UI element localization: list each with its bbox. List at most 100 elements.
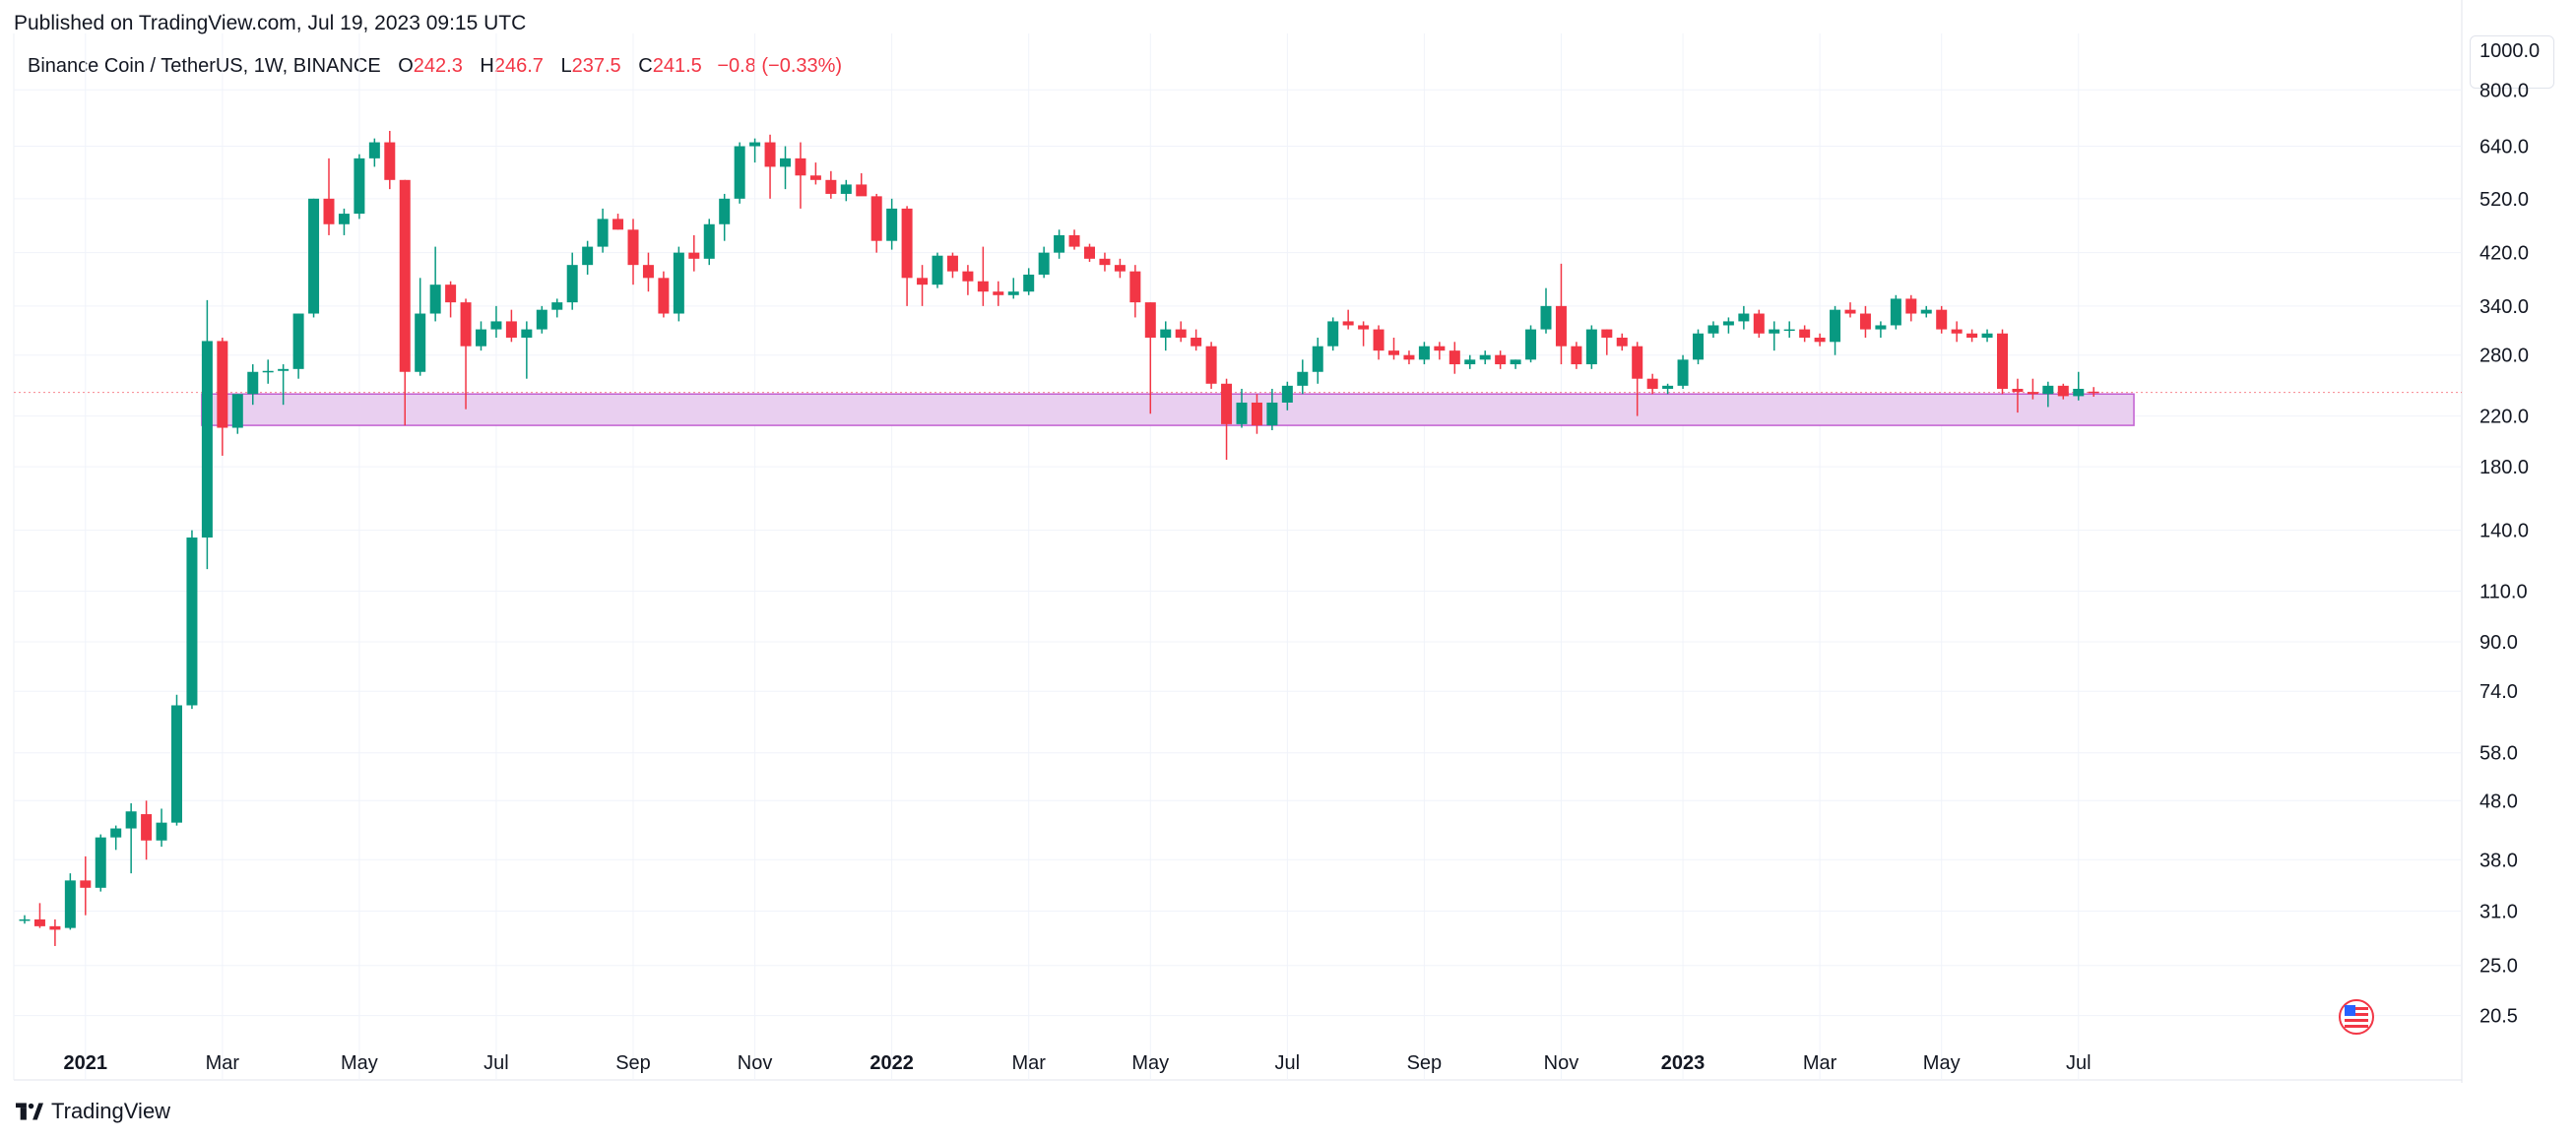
candle-body — [1388, 350, 1399, 355]
candle-body — [2057, 385, 2069, 397]
candle-body — [19, 918, 31, 921]
candle — [1844, 302, 1856, 318]
candle — [521, 321, 533, 379]
price-tick-label: 58.0 — [2479, 743, 2518, 765]
high-label: H — [480, 55, 494, 77]
candle — [1464, 354, 1476, 369]
candle — [2088, 387, 2099, 397]
candle-body — [1632, 346, 1643, 379]
candle — [141, 800, 153, 860]
candle-body — [977, 281, 989, 292]
candle — [1418, 342, 1430, 365]
candle — [1191, 329, 1202, 351]
candle — [703, 219, 715, 266]
candle-body — [1084, 246, 1095, 259]
candle-body — [764, 142, 776, 167]
candle-body — [384, 142, 396, 180]
time-tick-label: May — [1923, 1052, 1961, 1074]
candle — [642, 252, 654, 292]
candle — [2042, 381, 2054, 408]
candle-body — [1160, 329, 1172, 338]
symbol-legend: Binance Coin / TetherUS, 1W, BINANCE O24… — [28, 55, 842, 78]
candle — [1601, 329, 1613, 355]
candle-body — [2012, 388, 2024, 393]
candle — [1632, 342, 1643, 416]
candle-body — [2088, 391, 2099, 394]
symbol-name[interactable]: Binance Coin / TetherUS, 1W, BINANCE — [28, 55, 381, 77]
candle — [840, 179, 852, 202]
candle-body — [1312, 346, 1323, 372]
candle-body — [1129, 271, 1141, 303]
candle-body — [95, 837, 106, 888]
candle — [95, 834, 106, 892]
candle-body — [429, 285, 441, 314]
price-tick-label: 20.5 — [2479, 1006, 2518, 1028]
candle — [612, 214, 624, 230]
candle-body — [1007, 291, 1019, 295]
candle-body — [1844, 309, 1856, 314]
price-tick-label: 180.0 — [2479, 457, 2529, 478]
candle-body — [1830, 309, 1841, 343]
grid-lines — [13, 0, 2463, 1083]
candle — [1342, 309, 1354, 330]
candle-body — [460, 302, 472, 347]
candle-body — [445, 285, 457, 303]
candle-body — [262, 370, 274, 373]
candle-body — [536, 309, 547, 330]
candle — [1099, 252, 1111, 272]
candle-body — [156, 822, 167, 841]
candle — [1616, 333, 1628, 351]
candle-body — [932, 255, 943, 285]
candle-body — [1342, 321, 1354, 326]
candle-body — [1114, 265, 1126, 272]
candle — [962, 265, 974, 295]
candle-body — [780, 158, 791, 167]
candle — [384, 130, 396, 190]
candle-body — [917, 278, 929, 285]
candle — [1160, 321, 1172, 351]
candle — [1646, 373, 1658, 395]
candle — [156, 808, 167, 848]
time-tick-label: Jul — [483, 1052, 509, 1074]
candle — [201, 299, 213, 570]
candle-body — [1144, 302, 1156, 338]
candle — [1403, 350, 1415, 365]
candle-body — [1555, 305, 1567, 347]
price-scale-top-box[interactable] — [2470, 35, 2554, 89]
us-flag-icon[interactable] — [2339, 999, 2374, 1035]
candle — [901, 206, 913, 306]
candle — [886, 198, 898, 250]
candle — [673, 246, 684, 322]
candle — [1997, 329, 2008, 395]
candle — [1830, 305, 1841, 355]
price-tick-label: 520.0 — [2479, 189, 2529, 211]
high-value: 246.7 — [493, 55, 544, 77]
candle-body — [551, 302, 563, 310]
candle — [19, 915, 31, 924]
time-axis[interactable]: 2021 Mar May Jul Sep Nov 2022 Mar May Jul Sep Nov 20… — [64, 1052, 2092, 1074]
candle — [1312, 337, 1323, 384]
candle-body — [870, 196, 882, 241]
candle-body — [901, 208, 913, 279]
candle — [1966, 329, 1978, 343]
candle — [1890, 294, 1901, 330]
candle-body — [658, 278, 670, 314]
candle-body — [217, 341, 228, 428]
candle-body — [1205, 346, 1217, 384]
price-axis[interactable]: 800.0 640.0 520.0 420.0 340.0 280.0 220.0 180.0… — [2479, 40, 2540, 1028]
candle — [1495, 350, 1507, 369]
candlestick-chart[interactable]: 800.0 640.0 520.0 420.0 340.0 280.0 220.0 180.0… — [0, 0, 2576, 1083]
candle-body — [1464, 359, 1476, 365]
candle — [1510, 359, 1521, 369]
low-label: L — [560, 55, 572, 77]
candle-body — [141, 814, 153, 841]
candle — [1555, 263, 1567, 365]
candle — [247, 364, 259, 406]
candle — [551, 298, 563, 318]
candle-body — [1191, 337, 1202, 347]
candle-body — [856, 184, 868, 197]
change-value: −0.8 (−0.33%) — [717, 55, 843, 77]
candle-body — [1753, 313, 1765, 334]
candle-body — [1722, 321, 1734, 326]
candle — [1783, 321, 1795, 338]
